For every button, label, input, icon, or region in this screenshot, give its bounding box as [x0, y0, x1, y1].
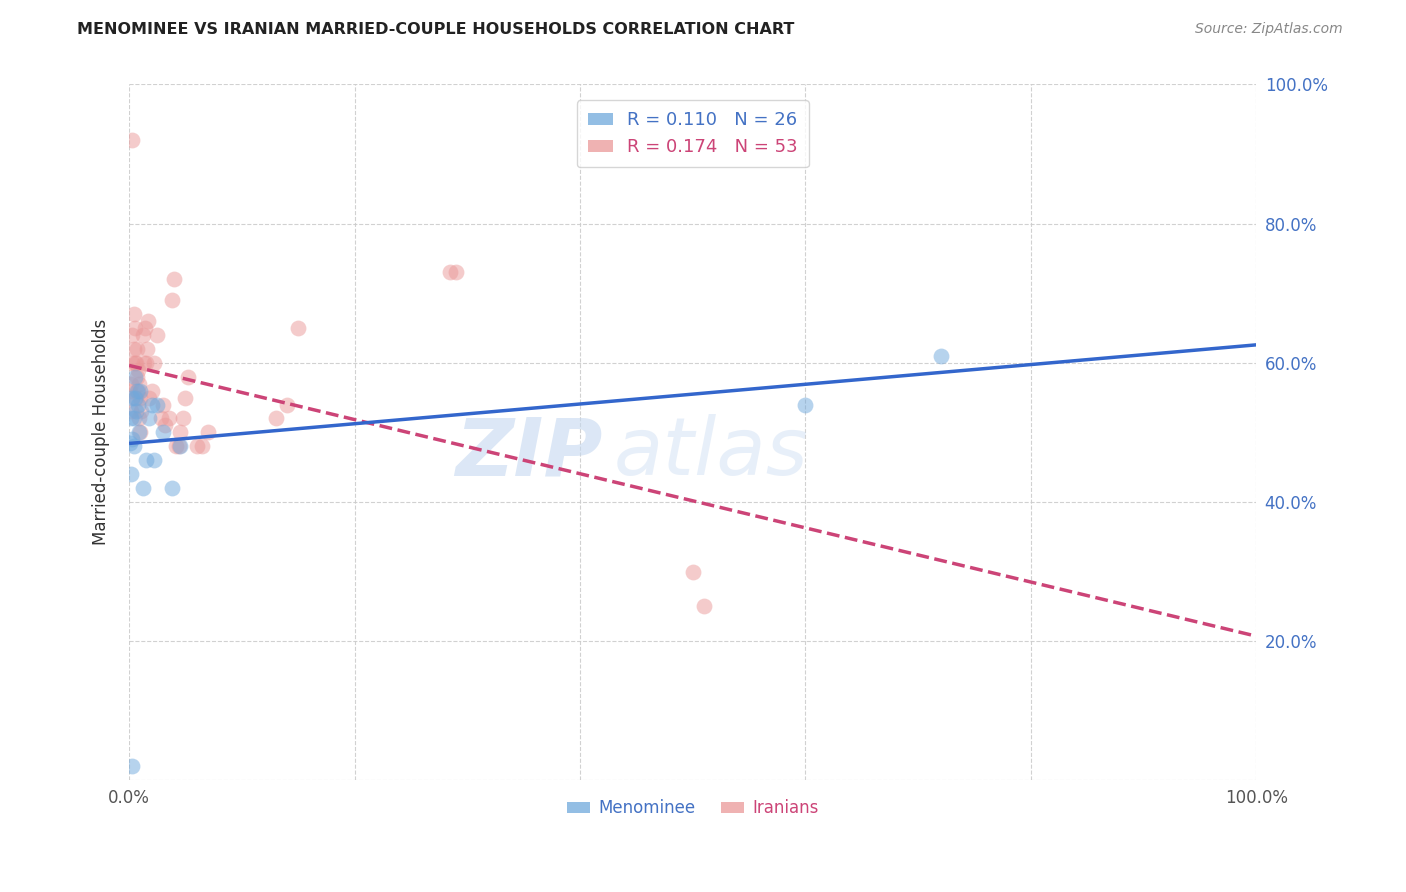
Point: [122, 342, 145, 356]
Point: [929, 349, 952, 363]
Point: [142, 453, 165, 467]
Point: [141, 398, 163, 412]
Point: [135, 453, 157, 467]
Point: [693, 599, 716, 614]
Point: [121, 356, 143, 370]
Point: [152, 425, 174, 440]
Point: [160, 293, 183, 307]
Point: [128, 376, 150, 391]
Point: [122, 411, 145, 425]
Point: [146, 398, 169, 412]
Point: [136, 314, 159, 328]
Point: [125, 404, 148, 418]
Point: [129, 391, 152, 405]
Point: [191, 439, 214, 453]
Point: [129, 425, 152, 440]
Point: [167, 439, 190, 453]
Point: [186, 439, 208, 453]
Point: [127, 398, 149, 412]
Point: [152, 398, 174, 412]
Point: [287, 321, 309, 335]
Point: [169, 425, 191, 440]
Point: [121, 433, 143, 447]
Point: [120, 384, 142, 398]
Point: [127, 363, 149, 377]
Point: [131, 328, 153, 343]
Point: [125, 391, 148, 405]
Point: [121, 391, 143, 405]
Point: [125, 356, 148, 370]
Point: [153, 418, 176, 433]
Point: [146, 328, 169, 343]
Point: [165, 439, 187, 453]
Point: [129, 384, 152, 398]
Point: [120, 435, 142, 450]
Point: [444, 265, 467, 279]
Text: MENOMINEE VS IRANIAN MARRIED-COUPLE HOUSEHOLDS CORRELATION CHART: MENOMINEE VS IRANIAN MARRIED-COUPLE HOUS…: [77, 22, 794, 37]
Point: [141, 384, 163, 398]
Text: ZIP: ZIP: [456, 414, 603, 492]
Point: [124, 369, 146, 384]
Point: [197, 425, 219, 440]
Point: [138, 411, 160, 425]
Point: [276, 398, 298, 412]
Point: [124, 321, 146, 335]
Point: [120, 376, 142, 391]
Point: [127, 384, 149, 398]
Point: [160, 481, 183, 495]
Point: [169, 439, 191, 453]
Point: [794, 398, 817, 412]
Point: [439, 265, 461, 279]
Point: [125, 369, 148, 384]
Point: [132, 356, 155, 370]
Point: [128, 425, 150, 440]
Point: [172, 411, 194, 425]
Point: [157, 411, 180, 425]
Point: [125, 384, 148, 398]
Point: [131, 404, 153, 418]
Point: [149, 411, 172, 425]
Point: [124, 356, 146, 370]
Point: [142, 356, 165, 370]
Point: [125, 342, 148, 356]
Point: [122, 307, 145, 321]
Point: [136, 342, 159, 356]
Point: [120, 404, 142, 418]
Point: [120, 467, 142, 482]
Text: Source: ZipAtlas.com: Source: ZipAtlas.com: [1195, 22, 1343, 37]
Point: [128, 411, 150, 425]
Point: [121, 759, 143, 773]
Point: [682, 565, 704, 579]
Text: atlas: atlas: [614, 414, 808, 492]
Point: [120, 411, 142, 425]
Point: [122, 439, 145, 453]
Point: [121, 328, 143, 343]
Point: [264, 411, 287, 425]
Point: [121, 133, 143, 147]
Point: [138, 391, 160, 405]
Point: [163, 272, 186, 286]
Point: [135, 356, 157, 370]
Point: [124, 391, 146, 405]
Y-axis label: Married-couple Households: Married-couple Households: [93, 319, 110, 546]
Legend: Menominee, Iranians: Menominee, Iranians: [560, 793, 825, 824]
Point: [174, 391, 197, 405]
Point: [176, 369, 198, 384]
Point: [134, 321, 156, 335]
Point: [131, 481, 153, 495]
